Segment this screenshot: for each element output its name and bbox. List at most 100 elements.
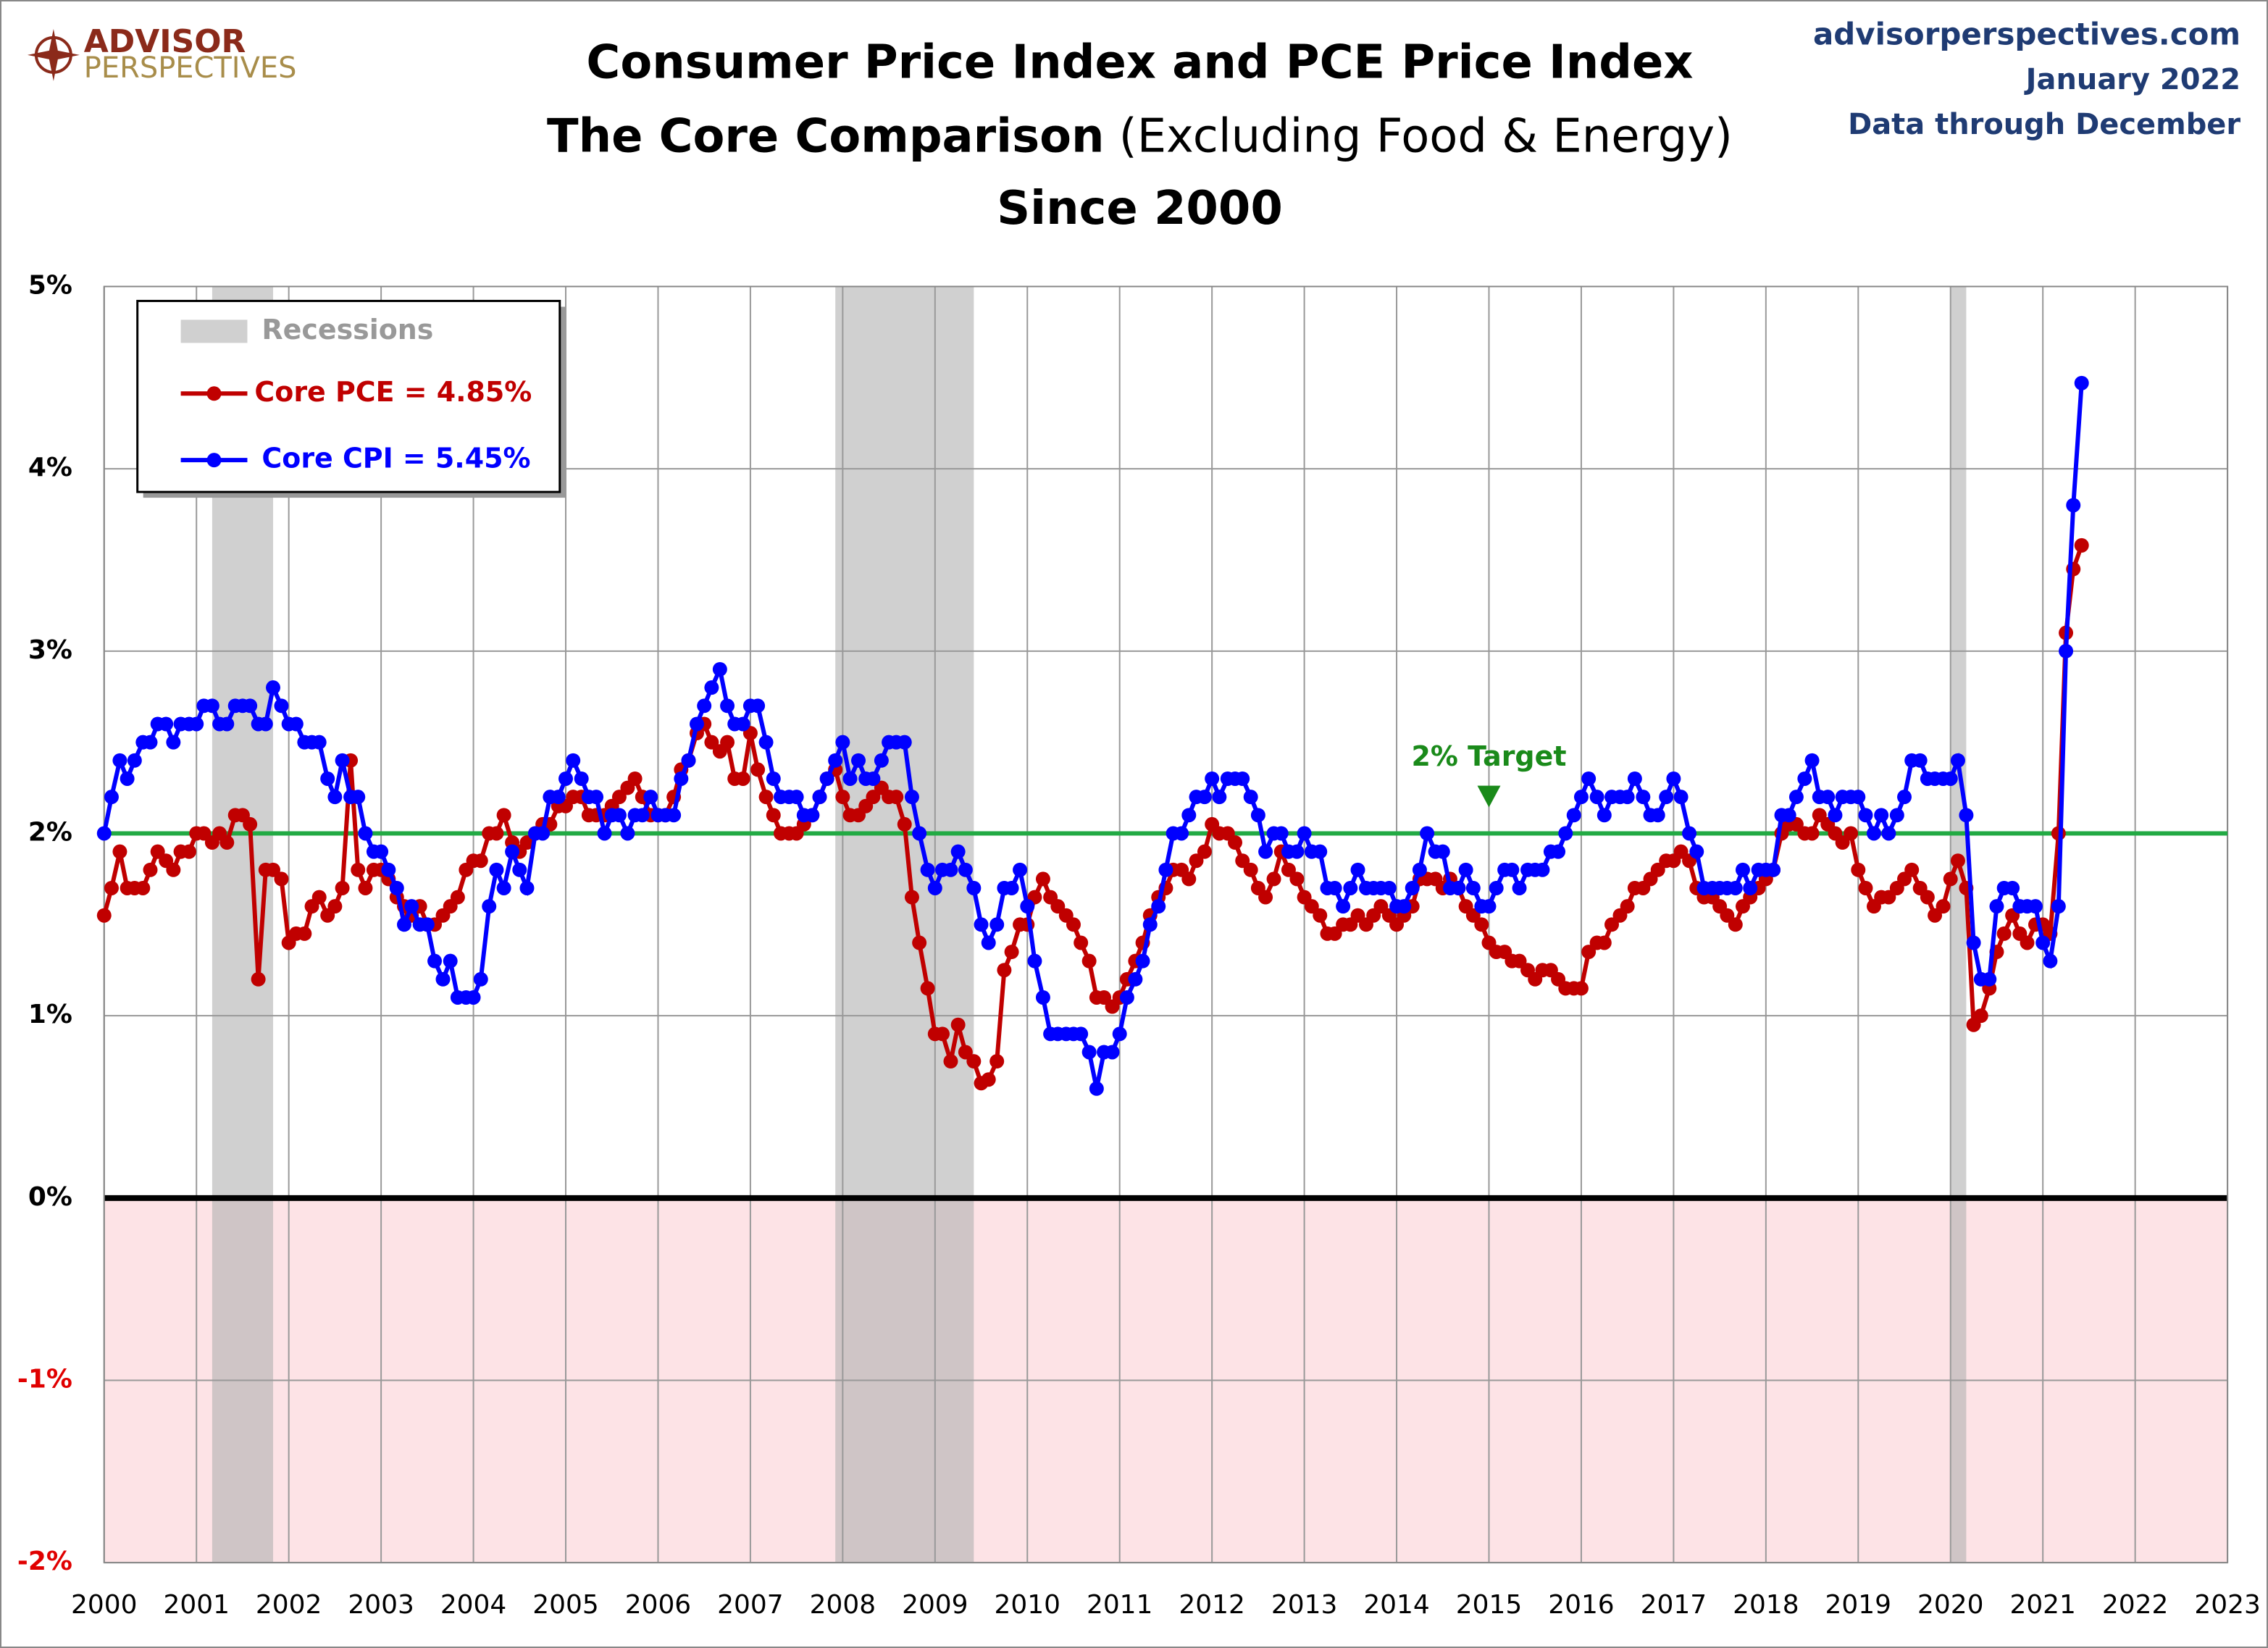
x-tick-label: 2013 — [1271, 1590, 1337, 1620]
series-point — [1820, 790, 1836, 805]
series-point — [1982, 971, 1997, 987]
series-point — [1435, 844, 1450, 859]
series-point — [2035, 935, 2051, 950]
series-point — [311, 735, 327, 750]
series-point — [1289, 871, 1305, 887]
logo-star — [27, 28, 80, 81]
series-point — [274, 871, 289, 887]
series-point — [396, 917, 411, 932]
series-point — [535, 826, 551, 841]
series-point — [243, 816, 258, 832]
series-point — [159, 716, 174, 732]
series-point — [1512, 880, 1527, 895]
series-point — [1474, 917, 1489, 932]
series-point — [96, 826, 112, 841]
series-point — [1912, 753, 1928, 768]
series-point — [335, 880, 350, 895]
series-point — [96, 908, 112, 923]
series-point — [1035, 990, 1050, 1005]
series-point — [1458, 862, 1473, 877]
series-point — [735, 716, 750, 732]
y-tick-label: 5% — [28, 270, 72, 300]
series-point — [1627, 771, 1642, 786]
series-point — [1212, 790, 1227, 805]
series-point — [251, 971, 266, 987]
series-point — [1035, 871, 1050, 887]
logo-bottom: PERSPECTIVES — [84, 51, 297, 85]
series-point — [789, 790, 804, 805]
series-point — [704, 680, 719, 695]
series-point — [135, 880, 151, 895]
series-point — [635, 808, 650, 823]
series-point — [1174, 826, 1189, 841]
series-point — [1558, 826, 1573, 841]
series-point — [1151, 899, 1166, 914]
series-point — [519, 880, 535, 895]
series-point — [1566, 808, 1581, 823]
series-point — [958, 862, 973, 877]
x-tick-label: 2009 — [902, 1590, 968, 1620]
series-point — [597, 826, 612, 841]
series-point — [427, 953, 443, 969]
series-point — [243, 698, 258, 714]
series-point — [1943, 771, 1958, 786]
series-point — [1465, 880, 1481, 895]
series-point — [1673, 790, 1689, 805]
series-point — [1950, 753, 1965, 768]
legend-label: Core PCE = 4.85% — [254, 376, 532, 408]
series-point — [574, 771, 589, 786]
series-point — [1804, 826, 1820, 841]
series-point — [1089, 1081, 1104, 1096]
series-point — [1597, 808, 1612, 823]
series-point — [104, 880, 119, 895]
x-tick-label: 2004 — [440, 1590, 506, 1620]
series-point — [735, 771, 750, 786]
series-point — [966, 880, 982, 895]
series-point — [311, 890, 327, 905]
series-point — [1228, 835, 1243, 850]
series-point — [1266, 871, 1281, 887]
series-point — [166, 862, 181, 877]
series-point — [766, 808, 781, 823]
x-tick-label: 2001 — [163, 1590, 229, 1620]
series-point — [1881, 826, 1896, 841]
series-point — [920, 862, 935, 877]
x-tick-label: 2006 — [625, 1590, 691, 1620]
series-point — [611, 808, 627, 823]
y-tick-label: 2% — [28, 817, 72, 847]
series-point — [1081, 1045, 1097, 1060]
series-point — [1027, 953, 1042, 969]
x-tick-label: 2015 — [1456, 1590, 1522, 1620]
series-point — [351, 790, 366, 805]
series-point — [288, 716, 304, 732]
chart-subtitle: The Core Comparison (Excluding Food & En… — [547, 109, 1733, 163]
series-point — [758, 735, 774, 750]
series-point — [219, 716, 235, 732]
logo-top: ADVISOR — [84, 23, 246, 60]
x-tick-label: 2022 — [2102, 1590, 2168, 1620]
series-point — [1066, 917, 1081, 932]
series-point — [805, 808, 820, 823]
x-tick-label: 2002 — [256, 1590, 322, 1620]
series-point — [1844, 826, 1859, 841]
series-point — [835, 735, 850, 750]
series-point — [1904, 862, 1920, 877]
series-point — [1397, 899, 1412, 914]
series-point — [1728, 917, 1743, 932]
series-point — [912, 935, 927, 950]
series-point — [1013, 862, 1028, 877]
series-point — [381, 862, 396, 877]
series-point — [1135, 953, 1150, 969]
series-point — [897, 735, 912, 750]
series-point — [1119, 990, 1134, 1005]
series-point — [320, 771, 335, 786]
series-point — [1636, 790, 1651, 805]
legend-label: Core CPI = 5.45% — [261, 443, 530, 474]
x-tick-label: 2003 — [348, 1590, 414, 1620]
series-point — [750, 698, 766, 714]
series-point — [1235, 771, 1250, 786]
target-label: 2% Target — [1412, 740, 1567, 772]
series-point — [204, 698, 219, 714]
series-point — [1551, 844, 1566, 859]
series-point — [266, 680, 280, 695]
